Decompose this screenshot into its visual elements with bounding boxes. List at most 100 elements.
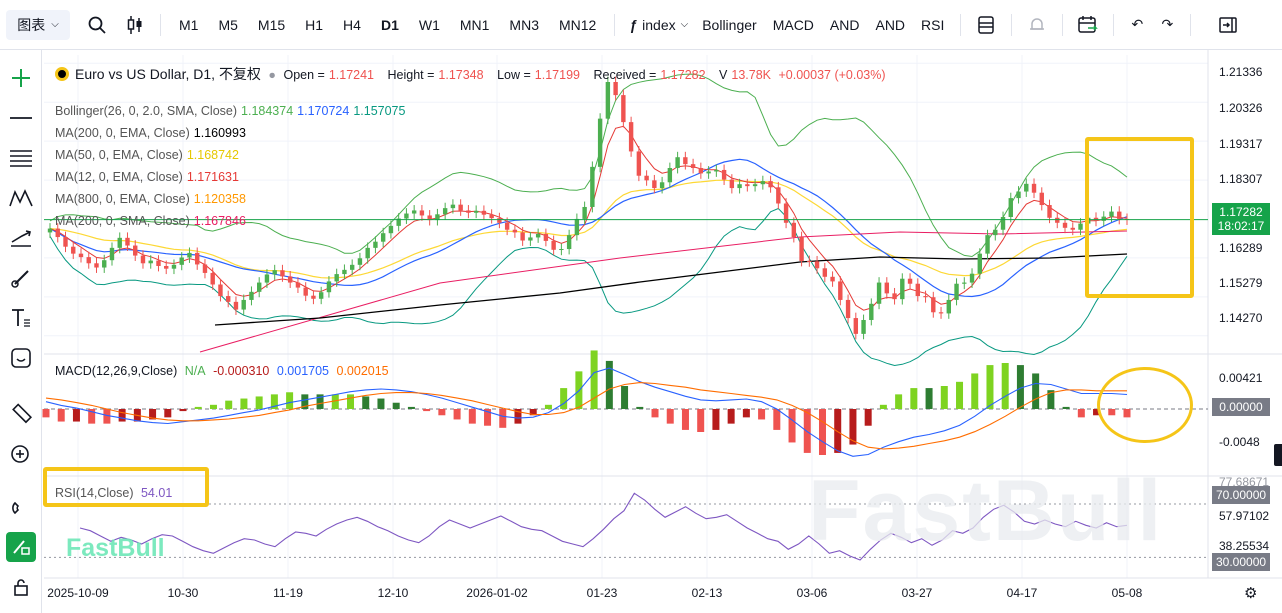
calendar-replay-icon[interactable] bbox=[1071, 10, 1105, 40]
candle-body bbox=[644, 175, 649, 181]
crosshair-icon[interactable] bbox=[6, 63, 36, 93]
macd-signal-value: 0.002015 bbox=[336, 364, 389, 378]
brush-icon[interactable] bbox=[6, 263, 36, 293]
pattern-icon[interactable] bbox=[6, 183, 36, 213]
lock-drawings-icon[interactable] bbox=[6, 532, 36, 562]
timeframe-w1[interactable]: W1 bbox=[418, 16, 440, 33]
axis-scroll-handle[interactable] bbox=[1274, 444, 1282, 466]
chart-type-dropdown[interactable]: 图表 ⌵ bbox=[6, 9, 70, 40]
timeframe-h4[interactable]: H4 bbox=[343, 16, 361, 33]
macd-histogram-bar bbox=[773, 409, 781, 430]
trend-line-icon[interactable] bbox=[6, 103, 36, 133]
indicator-rsi-4[interactable]: RSI bbox=[921, 16, 945, 33]
macd-histogram-bar bbox=[529, 409, 537, 416]
macd-signal-line bbox=[45, 382, 1127, 450]
candle-body bbox=[597, 118, 603, 167]
layout-icon[interactable] bbox=[969, 10, 1003, 40]
candle-body bbox=[822, 268, 828, 277]
change-value: +0.00037 (+0.03%) bbox=[778, 68, 886, 82]
timeframe-h1[interactable]: H1 bbox=[305, 16, 324, 33]
macd-histogram-bar bbox=[925, 388, 933, 409]
ma50-ema-line bbox=[49, 179, 1128, 279]
candle-body bbox=[892, 293, 897, 300]
collapse-panel-icon[interactable] bbox=[1211, 10, 1245, 40]
candlestick-icon[interactable] bbox=[118, 10, 152, 40]
lock-icon[interactable] bbox=[6, 572, 36, 602]
high-value: 1.17348 bbox=[438, 68, 484, 82]
text-tool-icon[interactable] bbox=[6, 303, 36, 333]
zoom-in-icon[interactable] bbox=[6, 440, 36, 470]
macd-histogram-bar bbox=[72, 409, 80, 422]
bollinger-lower-line bbox=[49, 207, 1128, 367]
candle-body bbox=[466, 210, 471, 213]
settings-icon[interactable]: ⚙ bbox=[1244, 585, 1258, 602]
candle-body bbox=[365, 247, 370, 259]
timeframe-m1[interactable]: M1 bbox=[179, 16, 199, 33]
candle-body bbox=[1016, 191, 1021, 199]
timeframe-mn1[interactable]: MN1 bbox=[459, 16, 490, 33]
rsi-legend: RSI(14,Close) 54.01 bbox=[55, 486, 176, 500]
candle-body bbox=[427, 215, 432, 221]
candle-body bbox=[140, 255, 146, 264]
indicator-macd-1[interactable]: MACD bbox=[772, 16, 814, 33]
rsi-value: 54.01 bbox=[140, 486, 173, 500]
timeframe-mn3[interactable]: MN3 bbox=[509, 16, 539, 33]
timeframe-mn12[interactable]: MN12 bbox=[558, 16, 597, 33]
macd-histogram-bar bbox=[1047, 390, 1055, 409]
candle-body bbox=[280, 270, 285, 277]
search-icon[interactable] bbox=[80, 10, 114, 40]
timeframe-m15[interactable]: M15 bbox=[257, 16, 286, 33]
indicator-bollinger-0[interactable]: Bollinger bbox=[702, 16, 757, 33]
indicator-and-3[interactable]: AND bbox=[875, 16, 906, 33]
macd-name: MACD(12,26,9,Close) bbox=[55, 364, 178, 378]
candle-body bbox=[752, 184, 758, 187]
last-price: 1.17282 bbox=[1219, 205, 1263, 219]
macd-hist-value: N/A bbox=[184, 364, 206, 378]
index-dropdown[interactable]: ƒ index ⌵ bbox=[623, 10, 694, 40]
candle-body bbox=[1078, 223, 1083, 230]
ruler-icon[interactable] bbox=[6, 398, 36, 428]
rsi-axis-top: 77.68671 bbox=[1219, 475, 1270, 489]
candle-body bbox=[791, 222, 797, 238]
redo-icon[interactable]: ↷ bbox=[1161, 16, 1174, 32]
candle-body bbox=[404, 213, 409, 219]
open-value: 1.17241 bbox=[328, 68, 375, 82]
time-tick-label: 03-27 bbox=[901, 586, 933, 600]
candle-body bbox=[838, 281, 843, 300]
undo-icon[interactable]: ↶ bbox=[1131, 16, 1144, 32]
candle-body bbox=[419, 210, 425, 216]
study-legend-4: MA(800, 0, EMA, Close) 1.120358 bbox=[55, 192, 250, 206]
divider bbox=[614, 13, 616, 36]
candle-body bbox=[109, 247, 115, 261]
indicator-list: Bollinger MACD AND AND RSI bbox=[694, 10, 952, 40]
candle-body bbox=[117, 237, 122, 248]
macd-histogram-bar bbox=[758, 409, 766, 420]
fib-retracement-icon[interactable] bbox=[6, 143, 36, 173]
timeframe-d1[interactable]: D1 bbox=[380, 16, 399, 33]
rsi-30-tag: 30.00000 bbox=[1212, 553, 1270, 571]
emoji-icon[interactable] bbox=[6, 343, 36, 373]
divider bbox=[160, 13, 161, 36]
macd-histogram-bar bbox=[331, 394, 339, 409]
candle-body bbox=[613, 82, 618, 96]
macd-zero-tag: 0.00000 bbox=[1212, 398, 1270, 416]
macd-histogram-bar bbox=[1077, 409, 1085, 418]
timeframe-m5[interactable]: M5 bbox=[218, 16, 238, 33]
divider bbox=[1011, 13, 1013, 36]
candle-body bbox=[969, 273, 975, 283]
rsi-axis-mid: 57.97102 bbox=[1219, 509, 1270, 523]
candle-body bbox=[133, 245, 138, 256]
candle-body bbox=[388, 225, 394, 234]
magnet-icon[interactable] bbox=[6, 492, 36, 522]
indicator-and-2[interactable]: AND bbox=[829, 16, 860, 33]
macd-histogram-bar bbox=[636, 406, 644, 409]
bollinger-middle-line bbox=[49, 158, 1128, 298]
index-label: index bbox=[642, 16, 676, 33]
candle-body bbox=[187, 252, 192, 258]
recv-value: 1.17282 bbox=[660, 68, 706, 82]
forecast-icon[interactable] bbox=[6, 223, 36, 253]
alert-icon[interactable] bbox=[1020, 10, 1054, 40]
macd-histogram-bar bbox=[605, 360, 613, 409]
candle-body bbox=[481, 210, 487, 215]
